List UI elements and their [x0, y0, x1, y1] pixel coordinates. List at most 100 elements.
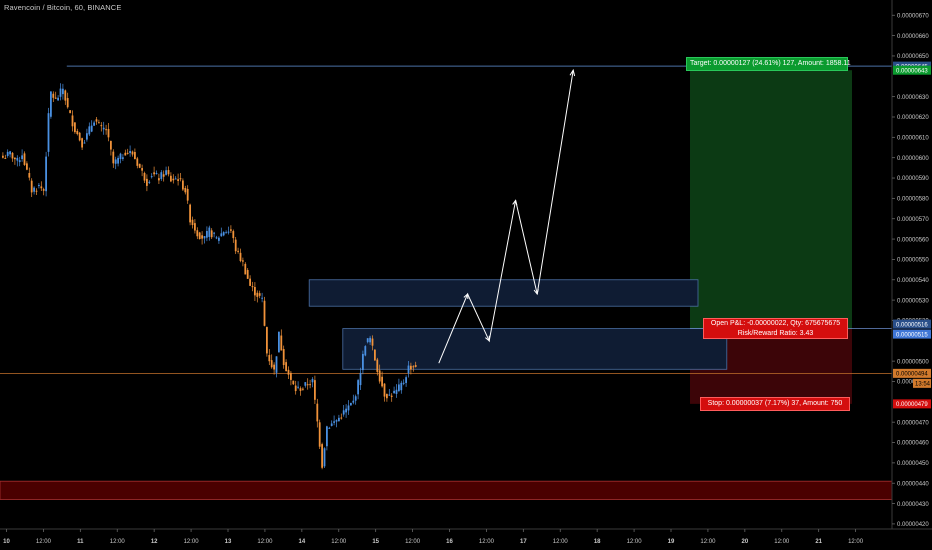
candle [57, 97, 59, 101]
price-tick-label: 0.00000630 [897, 95, 929, 101]
candle [393, 390, 395, 394]
time-tick-label: 12:00 [36, 539, 52, 545]
candle [165, 170, 167, 175]
target-price-tag [893, 65, 931, 75]
pnl-label[interactable]: Open P&L: -0.00000022, Qty: 675675675 Ri… [703, 318, 848, 339]
time-tick-label: 17 [520, 539, 527, 545]
candle [54, 97, 57, 99]
candle [376, 359, 379, 372]
projection-arrow-turn [463, 292, 469, 300]
candle [218, 237, 220, 241]
candle [170, 175, 172, 182]
candle [4, 157, 7, 159]
candle [146, 178, 148, 186]
price-tick-label: 0.00000530 [897, 298, 929, 304]
candle [2, 155, 4, 158]
projection-arrowhead [569, 68, 576, 77]
candle [203, 236, 206, 239]
candle [18, 160, 21, 163]
candle [237, 250, 239, 252]
price-tick-label: 0.00000440 [897, 481, 929, 487]
candle [316, 403, 319, 422]
candle [100, 125, 103, 127]
candle [62, 88, 64, 95]
candle [275, 356, 278, 373]
time-tick-label: 12:00 [774, 539, 790, 545]
candle [126, 152, 129, 154]
projection-arrow-turn [512, 199, 518, 206]
candle [208, 227, 211, 237]
candle [198, 232, 201, 240]
target-label[interactable]: Target: 0.00000127 (24.61%) 127, Amount:… [686, 57, 851, 71]
candle [45, 156, 47, 192]
time-tick-label: 10 [3, 539, 10, 545]
candle [270, 360, 273, 368]
candle [21, 155, 23, 160]
time-tick-label: 11 [77, 539, 84, 545]
candle [69, 110, 71, 113]
candle [402, 382, 405, 384]
candle [184, 187, 187, 193]
candle [38, 184, 40, 186]
blue-level-tag [893, 329, 931, 339]
candle [400, 382, 403, 391]
candle [251, 286, 254, 288]
candle [179, 178, 182, 180]
price-tick-label: 0.00000460 [897, 441, 929, 447]
time-tick-label: 12:00 [627, 539, 643, 545]
candle [366, 338, 369, 343]
price-tick-label: 0.00000670 [897, 13, 929, 19]
price-tick-label: 0.00000500 [897, 359, 929, 365]
candle [86, 133, 88, 140]
candle [314, 380, 316, 400]
candle [302, 388, 304, 390]
candle [378, 370, 381, 382]
candle [143, 172, 146, 181]
candle [292, 380, 295, 385]
candle [290, 372, 292, 380]
price-tick-label: 0.00000550 [897, 258, 929, 264]
stop-price-tag [893, 399, 931, 409]
candle [282, 349, 285, 366]
candle [177, 179, 179, 181]
time-tick-label: 16 [446, 539, 453, 545]
entry-price-tag [893, 319, 931, 329]
candle [110, 140, 112, 150]
candle [242, 260, 244, 262]
time-tick-label: 12:00 [479, 539, 495, 545]
candle [93, 122, 95, 126]
candle [230, 229, 232, 231]
price-tick-label: 0.00000650 [897, 54, 929, 60]
price-tick-label: 0.00000540 [897, 278, 929, 284]
candle [256, 292, 259, 297]
candle [107, 129, 110, 138]
candle [239, 252, 242, 261]
stop-label-text: Stop: 0.00000037 (7.17%) 37, Amount: 750 [707, 400, 843, 407]
stop-label[interactable]: Stop: 0.00000037 (7.17%) 37, Amount: 750 [700, 397, 850, 411]
candle [148, 181, 151, 183]
projection-arrow-turn [533, 289, 539, 296]
countdown-text: 13:54 [915, 382, 931, 388]
entry-price-tag-text: 0.00000516 [896, 322, 928, 328]
candle [350, 402, 352, 406]
candle [119, 153, 122, 160]
candle [215, 237, 218, 239]
candle [412, 366, 415, 368]
candle [102, 127, 105, 130]
candle [261, 297, 263, 299]
candle [95, 119, 98, 122]
candle [323, 448, 326, 467]
candle [124, 152, 127, 156]
candle [345, 408, 347, 413]
candle [278, 331, 280, 353]
candle [14, 157, 16, 160]
candle [342, 410, 345, 415]
candle [254, 287, 256, 296]
candle [141, 168, 143, 171]
target-label-text: Target: 0.00000127 (24.61%) 127, Amount:… [690, 60, 851, 67]
candle [206, 230, 208, 238]
candle [155, 173, 158, 175]
candle [222, 232, 225, 236]
